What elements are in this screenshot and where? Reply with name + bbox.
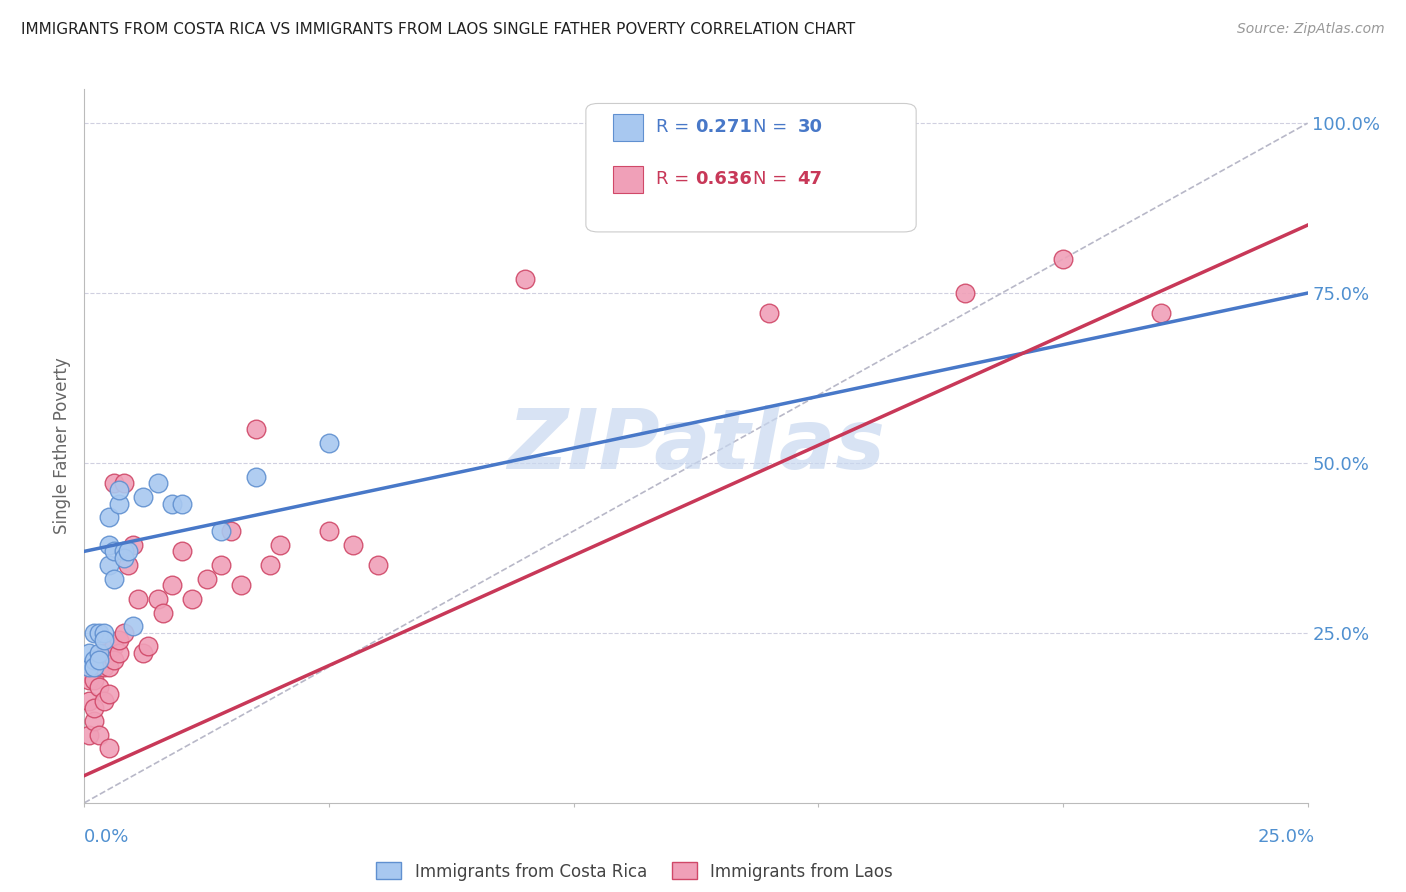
Point — [112, 551, 135, 566]
Text: Source: ZipAtlas.com: Source: ZipAtlas.com — [1237, 22, 1385, 37]
Point — [181, 591, 204, 606]
Point — [1150, 306, 1173, 320]
Bar — [613, 166, 644, 193]
Text: ZIPatlas: ZIPatlas — [508, 406, 884, 486]
Point — [318, 435, 340, 450]
Point — [758, 116, 780, 130]
Point — [87, 680, 110, 694]
Point — [219, 524, 242, 538]
Point — [77, 728, 100, 742]
Point — [245, 469, 267, 483]
Point — [97, 687, 120, 701]
Point — [93, 646, 115, 660]
Point — [93, 626, 115, 640]
Point — [259, 558, 281, 572]
Point — [1052, 252, 1074, 266]
Point — [162, 497, 184, 511]
Point — [97, 537, 120, 551]
Point — [162, 578, 184, 592]
Point — [83, 626, 105, 640]
Point — [87, 660, 110, 674]
Point — [122, 619, 145, 633]
Text: IMMIGRANTS FROM COSTA RICA VS IMMIGRANTS FROM LAOS SINGLE FATHER POVERTY CORRELA: IMMIGRANTS FROM COSTA RICA VS IMMIGRANTS… — [21, 22, 855, 37]
Point — [97, 660, 120, 674]
Point — [103, 640, 125, 654]
Text: 30: 30 — [797, 119, 823, 136]
Point — [103, 476, 125, 491]
Point — [103, 544, 125, 558]
Text: 25.0%: 25.0% — [1257, 828, 1315, 846]
Point — [87, 728, 110, 742]
Point — [146, 476, 169, 491]
Point — [953, 286, 976, 301]
Point — [107, 632, 129, 647]
Text: R =: R = — [655, 119, 695, 136]
Point — [229, 578, 252, 592]
Point — [97, 558, 120, 572]
Point — [83, 660, 105, 674]
Point — [112, 544, 135, 558]
Text: 0.271: 0.271 — [695, 119, 752, 136]
Point — [103, 572, 125, 586]
Point — [83, 653, 105, 667]
Point — [77, 694, 100, 708]
Text: N =: N = — [754, 119, 793, 136]
Point — [269, 537, 291, 551]
Point — [245, 422, 267, 436]
Point — [93, 660, 115, 674]
FancyBboxPatch shape — [586, 103, 917, 232]
Text: 47: 47 — [797, 170, 823, 188]
Point — [209, 558, 232, 572]
Point — [122, 537, 145, 551]
Point — [97, 741, 120, 756]
Point — [93, 694, 115, 708]
Point — [127, 591, 149, 606]
Point — [107, 646, 129, 660]
Point — [758, 306, 780, 320]
Point — [117, 558, 139, 572]
Point — [318, 524, 340, 538]
Point — [83, 714, 105, 729]
Point — [146, 591, 169, 606]
Point — [87, 653, 110, 667]
Point — [107, 497, 129, 511]
Text: R =: R = — [655, 170, 695, 188]
Point — [77, 660, 100, 674]
Point — [97, 510, 120, 524]
Point — [107, 483, 129, 498]
Point — [112, 476, 135, 491]
Point — [83, 673, 105, 688]
Point — [103, 653, 125, 667]
Point — [77, 646, 100, 660]
Point — [195, 572, 218, 586]
Point — [152, 606, 174, 620]
Point — [367, 558, 389, 572]
Text: N =: N = — [754, 170, 793, 188]
Legend: Immigrants from Costa Rica, Immigrants from Laos: Immigrants from Costa Rica, Immigrants f… — [370, 855, 900, 888]
Point — [77, 673, 100, 688]
Point — [117, 544, 139, 558]
Bar — [613, 114, 644, 141]
Point — [513, 272, 536, 286]
Point — [342, 537, 364, 551]
Point — [132, 646, 155, 660]
Point — [172, 544, 194, 558]
Point — [132, 490, 155, 504]
Point — [831, 116, 853, 130]
Point — [93, 632, 115, 647]
Text: 0.0%: 0.0% — [84, 828, 129, 846]
Y-axis label: Single Father Poverty: Single Father Poverty — [53, 358, 72, 534]
Point — [112, 626, 135, 640]
Point — [83, 700, 105, 714]
Point — [209, 524, 232, 538]
Point — [87, 626, 110, 640]
Point — [87, 646, 110, 660]
Point — [136, 640, 159, 654]
Text: 0.636: 0.636 — [695, 170, 752, 188]
Point — [172, 497, 194, 511]
